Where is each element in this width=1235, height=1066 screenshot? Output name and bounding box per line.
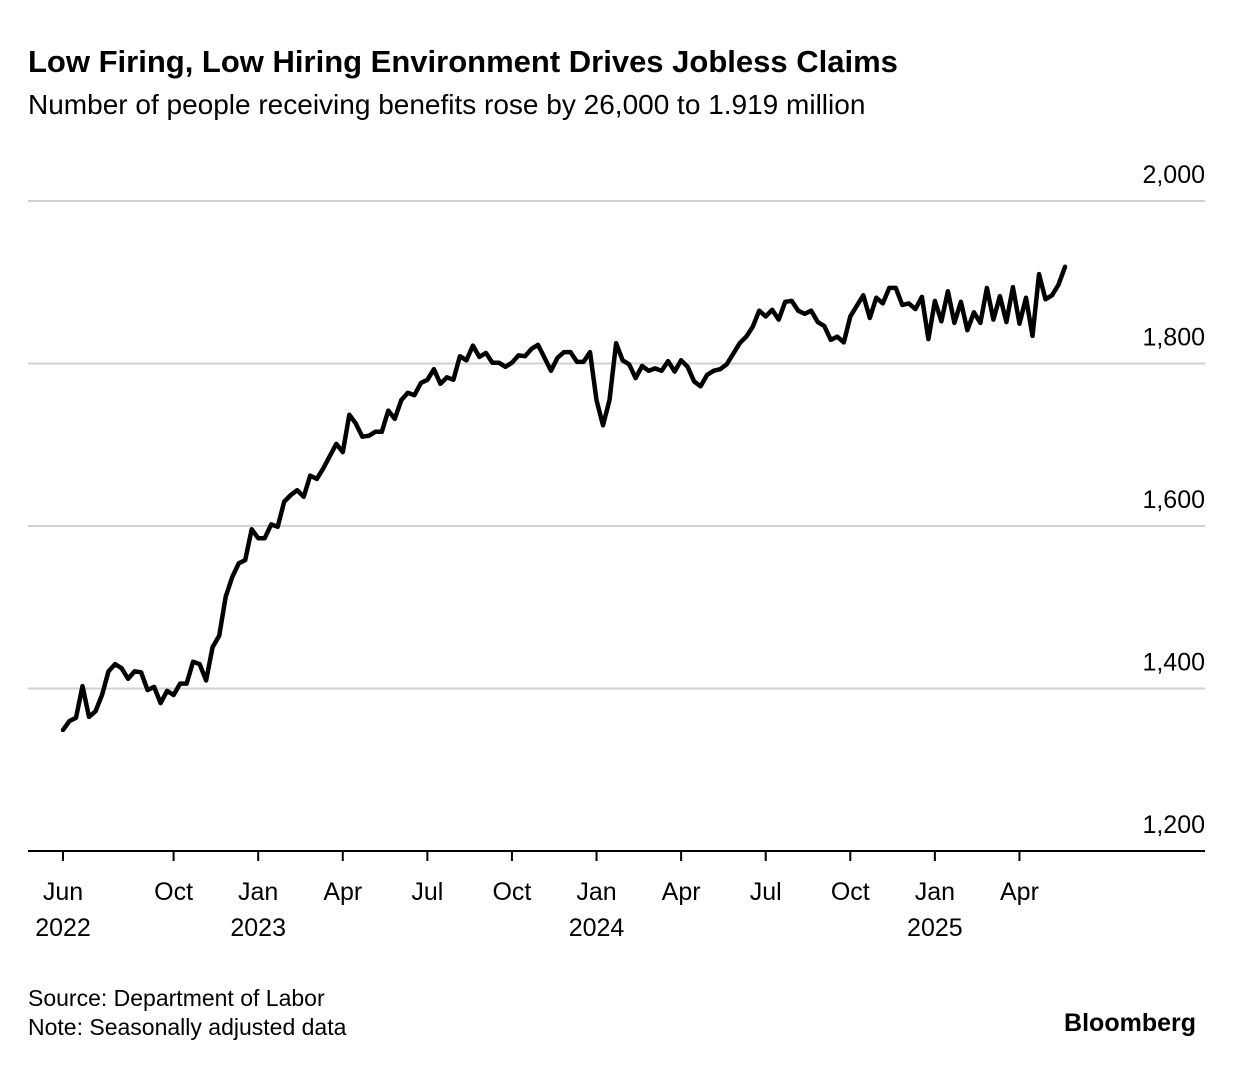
note: Note: Seasonally adjusted data	[28, 1014, 347, 1040]
y-tick-label: 1,400	[1142, 649, 1205, 677]
y-tick-label: 1,800	[1142, 324, 1205, 352]
x-tick-label: Apr	[1000, 878, 1039, 906]
source: Source: Department of Labor	[28, 985, 325, 1011]
chart-subtitle: Number of people receiving benefits rose…	[28, 89, 865, 120]
y-tick-label: 2,000	[1142, 161, 1205, 189]
brand: Bloomberg	[1064, 1009, 1196, 1037]
x-tick-label: Jun 2022	[35, 878, 91, 942]
x-tick-label: Jul	[750, 878, 782, 906]
x-tick-label: Apr	[662, 878, 701, 906]
x-tick-label: Oct	[831, 878, 870, 906]
data-line	[60, 264, 1068, 733]
x-tick-label: Oct	[492, 878, 531, 906]
x-tick-label: Apr	[323, 878, 362, 906]
x-tick-label: Jan 2025	[907, 878, 963, 942]
x-tick-label: Jul	[411, 878, 443, 906]
x-tick-label: Jan 2023	[230, 878, 286, 942]
x-tick-label: Oct	[154, 878, 193, 906]
y-tick-label: 1,600	[1142, 486, 1205, 514]
chart-title: Low Firing, Low Hiring Environment Drive…	[28, 44, 898, 79]
y-tick-label: 1,200	[1142, 811, 1205, 839]
x-tick-label: Jan 2024	[569, 878, 625, 942]
